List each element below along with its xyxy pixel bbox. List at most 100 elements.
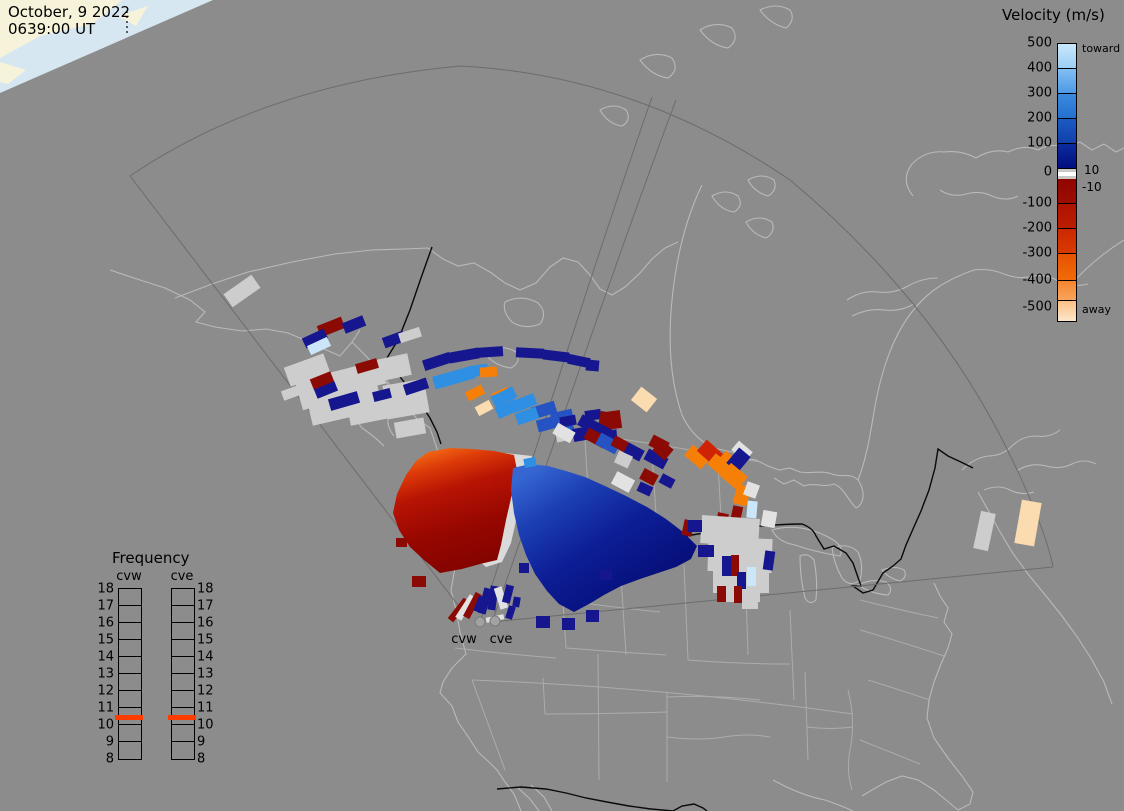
state-border-path <box>683 564 689 661</box>
velocity-patch <box>973 510 996 552</box>
frequency-cell <box>172 657 194 674</box>
velocity-tick--200: -200 <box>1022 220 1052 236</box>
coastline-path <box>905 141 1124 197</box>
state-border-path <box>471 679 854 715</box>
coastline-path <box>961 429 1061 471</box>
time-label: 0639:00 UT <box>8 20 96 38</box>
frequency-tick-10-left: 10 <box>97 717 114 733</box>
velocity-patch <box>742 597 758 609</box>
velocity-patch <box>535 415 559 433</box>
colorbar-segment-9 <box>1058 254 1076 281</box>
state-border-path <box>454 647 557 659</box>
state-border-path <box>687 659 791 665</box>
velocity-patch <box>490 386 518 408</box>
state-border-path <box>597 653 600 781</box>
velocity-patch <box>639 467 659 487</box>
frequency-tick-17-left: 17 <box>97 598 114 614</box>
velocity-patch <box>309 371 335 390</box>
frequency-cell <box>172 589 194 606</box>
coastline-path <box>799 554 818 604</box>
frequency-tick-11-left: 11 <box>97 700 114 716</box>
velocity-patch <box>652 439 674 461</box>
state-border-path <box>666 734 771 740</box>
coastline-path <box>747 175 776 197</box>
velocity-patch <box>559 414 577 428</box>
frequency-cell <box>119 623 141 640</box>
colorbar-segment-11 <box>1058 301 1076 321</box>
coastline-path <box>486 346 519 369</box>
coastline-path <box>831 545 863 585</box>
frequency-cell <box>172 640 194 657</box>
colorbar-segment-2 <box>1058 94 1076 119</box>
velocity-tick-400: 400 <box>1027 60 1052 76</box>
frequency-tick-13-left: 13 <box>97 666 114 682</box>
velocity-patch <box>397 326 423 344</box>
velocity-patch <box>552 422 576 444</box>
state-border-path <box>859 739 921 765</box>
coastline-path <box>881 566 906 582</box>
velocity-patch <box>567 353 591 369</box>
velocity-patch <box>402 377 430 396</box>
fov-fan-line <box>491 566 1054 623</box>
frequency-cell <box>172 742 194 759</box>
velocity-patch <box>760 509 778 529</box>
velocity-patch <box>643 448 669 470</box>
velocity-patch <box>479 366 498 378</box>
velocity-patch <box>306 336 332 356</box>
velocity-patch <box>501 584 515 604</box>
velocity-patch <box>477 587 493 615</box>
velocity-patch <box>747 567 756 586</box>
frequency-cell <box>172 606 194 623</box>
velocity-patch <box>313 381 339 399</box>
velocity-tick-200: 200 <box>1027 110 1052 126</box>
velocity-patch <box>448 347 480 364</box>
velocity-patch <box>734 586 742 603</box>
toward-label: toward <box>1082 42 1121 55</box>
velocity-patch <box>731 555 739 576</box>
frequency-tick-10-right: 10 <box>197 717 214 733</box>
velocity-tick-100: 100 <box>1027 135 1052 151</box>
velocity-patch <box>613 450 634 469</box>
colorbar-segment-7 <box>1058 204 1076 229</box>
frequency-marker-cvw <box>115 715 143 720</box>
coastline-path <box>109 269 361 357</box>
frequency-tick-12-right: 12 <box>197 683 214 699</box>
toward-velocity-fan <box>511 464 697 612</box>
velocity-patch <box>474 399 494 417</box>
velocity-patch <box>372 387 392 403</box>
radar-site-dot-cve <box>489 615 501 627</box>
threshold-upper-label: 10 <box>1084 163 1100 177</box>
frequency-cell <box>119 691 141 708</box>
coastline-path <box>1017 460 1097 471</box>
velocity-patch <box>1014 499 1042 547</box>
coastline-path <box>530 784 553 811</box>
velocity-patch <box>684 444 710 470</box>
frequency-bar-cve <box>171 588 195 760</box>
frequency-cell <box>119 589 141 606</box>
frequency-legend-title: Frequency <box>112 549 190 567</box>
velocity-patch <box>396 538 407 547</box>
away-label: away <box>1082 303 1111 316</box>
fov-fan-line <box>129 65 1054 568</box>
velocity-patch <box>585 359 600 372</box>
coastline-path <box>977 491 1113 705</box>
coastline-path <box>759 5 793 29</box>
frequency-tick-18-left: 18 <box>97 581 114 597</box>
state-border-path <box>867 679 931 701</box>
fov-fan-line <box>480 96 653 620</box>
velocity-patch <box>542 349 570 363</box>
frequency-cell <box>119 742 141 759</box>
velocity-colorbar <box>1057 43 1077 322</box>
coastline-path <box>939 189 1019 200</box>
dayside-region <box>0 0 213 93</box>
site-label-cvw: cvw <box>451 632 477 647</box>
velocity-patch <box>717 586 726 602</box>
state-border-path <box>471 679 506 771</box>
velocity-patch <box>283 353 331 387</box>
colorbar-segment-1 <box>1058 69 1076 94</box>
coastline-path <box>503 297 545 328</box>
state-border-path <box>544 711 668 715</box>
state-border-path <box>565 647 667 656</box>
state-border-path <box>542 677 546 715</box>
